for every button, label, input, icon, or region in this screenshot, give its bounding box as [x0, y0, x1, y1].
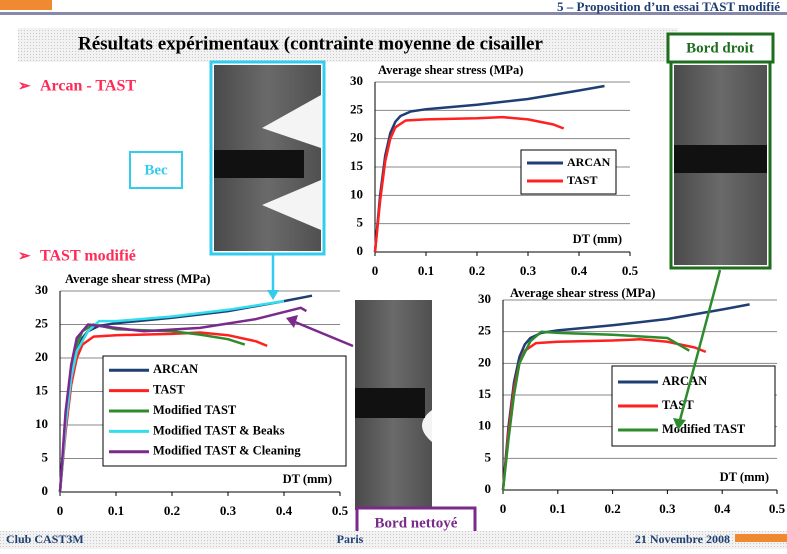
specimen-band: [214, 150, 304, 178]
y-tick-label: 20: [478, 354, 491, 369]
y-tick-label: 15: [35, 382, 49, 397]
legend-label: TAST: [567, 173, 597, 187]
x-axis-label: DT (mm): [283, 472, 332, 486]
legend-label: ARCAN: [567, 155, 611, 169]
x-tick-label: 0.2: [604, 501, 620, 516]
x-axis-label: DT (mm): [573, 232, 622, 246]
legend-label: TAST: [662, 398, 694, 412]
specimen-band: [674, 145, 767, 173]
x-tick-label: 0.5: [769, 501, 786, 516]
y-tick-label: 0: [42, 483, 49, 498]
footer-center: Paris: [337, 532, 364, 546]
legend-label: Modified TAST: [662, 422, 746, 436]
x-tick-label: 0.2: [469, 263, 485, 278]
footer-left: Club CAST3M: [6, 532, 84, 546]
legend-label: Modified TAST & Beaks: [153, 423, 285, 437]
x-tick-label: 0: [500, 501, 507, 516]
y-axis-label: Average shear stress (MPa): [65, 272, 210, 286]
x-tick-label: 0: [57, 503, 64, 518]
x-tick-label: 0.4: [571, 263, 588, 278]
y-tick-label: 15: [350, 158, 364, 173]
y-axis-label: Average shear stress (MPa): [510, 286, 655, 300]
x-tick-label: 0.3: [220, 503, 237, 518]
x-tick-label: 0.2: [164, 503, 180, 518]
y-tick-label: 30: [350, 73, 363, 88]
y-tick-label: 25: [350, 101, 364, 116]
footer-right: 21 Novembre 2008: [635, 532, 730, 546]
bullet-marker: ➢: [18, 78, 31, 94]
x-tick-label: 0.3: [659, 501, 676, 516]
y-tick-label: 5: [357, 215, 364, 230]
y-tick-label: 0: [357, 243, 364, 258]
x-tick-label: 0.4: [714, 501, 731, 516]
y-tick-label: 10: [35, 416, 48, 431]
callout-label: Bord nettoyé: [375, 515, 458, 531]
y-tick-label: 30: [35, 282, 48, 297]
y-tick-label: 5: [42, 449, 49, 464]
x-tick-label: 0.1: [108, 503, 124, 518]
slide: 5 – Proposition d’un essai TAST modifié …: [0, 0, 787, 549]
y-tick-label: 10: [478, 418, 491, 433]
y-tick-label: 30: [478, 291, 491, 306]
section-title: 5 – Proposition d’un essai TAST modifié: [557, 0, 780, 14]
slide-title: Résultats expérimentaux (contrainte moye…: [78, 33, 543, 54]
y-tick-label: 0: [485, 481, 492, 496]
x-tick-label: 0: [372, 263, 379, 278]
x-tick-label: 0.1: [418, 263, 434, 278]
y-tick-label: 20: [35, 349, 48, 364]
callout-label: Bec: [144, 162, 168, 178]
x-axis-label: DT (mm): [720, 470, 769, 484]
header-accent: [0, 0, 52, 10]
x-tick-label: 0.4: [276, 503, 293, 518]
legend-label: ARCAN: [662, 374, 707, 388]
y-tick-label: 5: [485, 449, 492, 464]
footer-accent: [735, 534, 787, 542]
bullet-marker: ➢: [18, 248, 31, 264]
specimen-band: [355, 388, 425, 418]
y-tick-label: 20: [350, 130, 363, 145]
y-tick-label: 10: [350, 186, 363, 201]
y-axis-label: Average shear stress (MPa): [378, 63, 523, 77]
legend-label: ARCAN: [153, 362, 198, 376]
legend-label: Modified TAST: [153, 403, 237, 417]
y-tick-label: 25: [478, 323, 492, 338]
y-tick-label: 15: [478, 386, 492, 401]
x-tick-label: 0.1: [550, 501, 566, 516]
bullet: Arcan - TAST: [40, 78, 136, 95]
x-tick-label: 0.5: [332, 503, 349, 518]
x-tick-label: 0.3: [520, 263, 537, 278]
x-tick-label: 0.5: [622, 263, 639, 278]
legend-label: TAST: [153, 382, 185, 396]
legend-label: Modified TAST & Cleaning: [153, 444, 301, 458]
y-tick-label: 25: [35, 315, 49, 330]
bullet: TAST modifié: [40, 248, 136, 265]
callout-label: Bord droit: [686, 40, 754, 56]
